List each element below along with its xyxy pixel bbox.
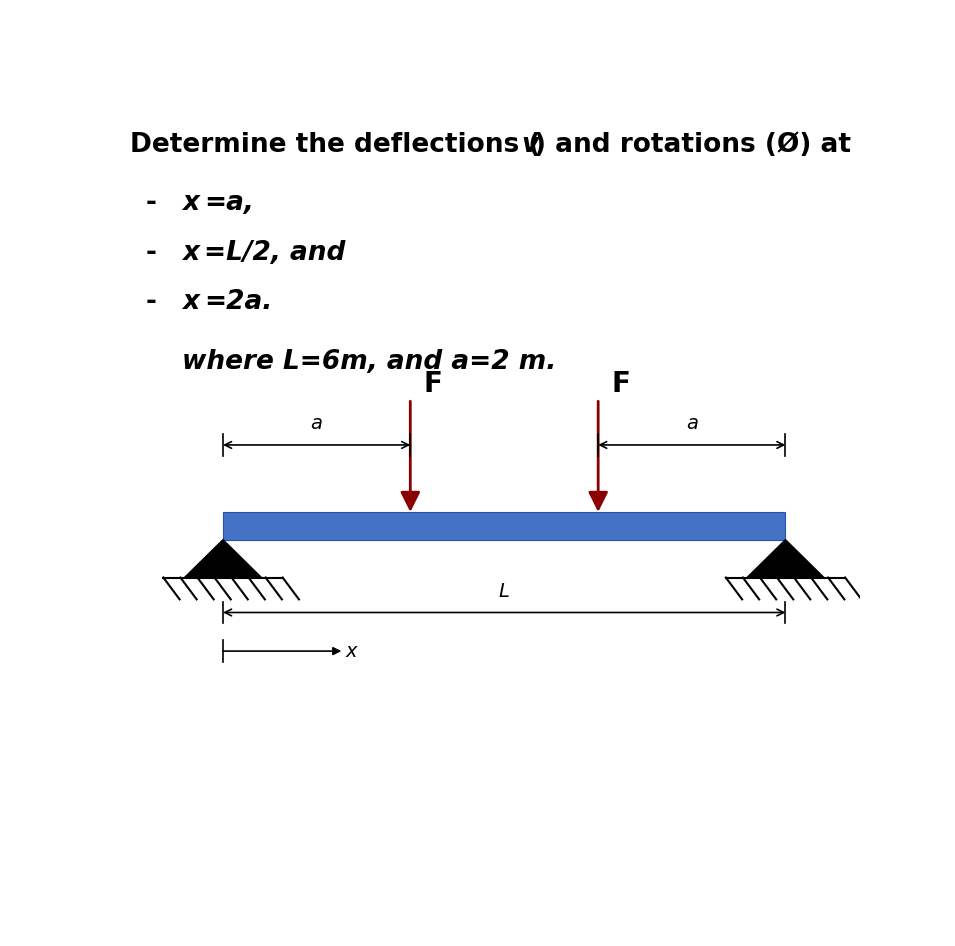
Text: F: F: [424, 370, 442, 397]
Polygon shape: [184, 539, 262, 577]
Text: F: F: [611, 370, 630, 397]
Polygon shape: [747, 539, 824, 577]
Bar: [223, 512, 786, 539]
Text: -: -: [145, 239, 157, 266]
Text: -: -: [145, 190, 157, 216]
Text: L: L: [499, 582, 510, 601]
Text: ) and rotations (Ø) at: ) and rotations (Ø) at: [534, 131, 851, 158]
Text: a: a: [686, 414, 698, 433]
Text: a: a: [310, 414, 323, 433]
Text: x: x: [182, 239, 200, 266]
Text: where L=6m, and a=2 m.: where L=6m, and a=2 m.: [182, 348, 557, 375]
Text: Determine the deflections (: Determine the deflections (: [131, 131, 541, 158]
Text: =2a.: =2a.: [204, 289, 273, 315]
Text: x: x: [182, 289, 200, 315]
Text: v: v: [521, 131, 539, 158]
Text: -: -: [145, 289, 157, 315]
Text: x: x: [182, 190, 200, 216]
Text: =a,: =a,: [204, 190, 254, 216]
Text: =L/2, and: =L/2, and: [204, 239, 346, 266]
Text: x: x: [345, 641, 356, 660]
